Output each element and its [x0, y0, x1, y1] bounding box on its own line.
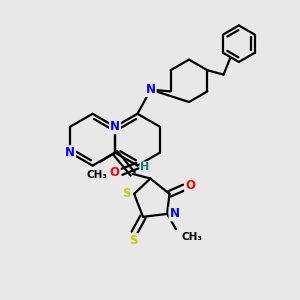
Text: H: H	[140, 162, 150, 172]
Text: CH₃: CH₃	[181, 232, 202, 242]
Text: O: O	[110, 166, 120, 178]
Text: N: N	[146, 83, 156, 96]
Text: CH₃: CH₃	[87, 170, 108, 180]
Text: N: N	[65, 146, 75, 159]
Text: O: O	[185, 178, 195, 191]
Text: S: S	[129, 234, 138, 247]
Text: N: N	[110, 120, 120, 133]
Text: S: S	[123, 188, 131, 200]
Text: N: N	[169, 207, 179, 220]
